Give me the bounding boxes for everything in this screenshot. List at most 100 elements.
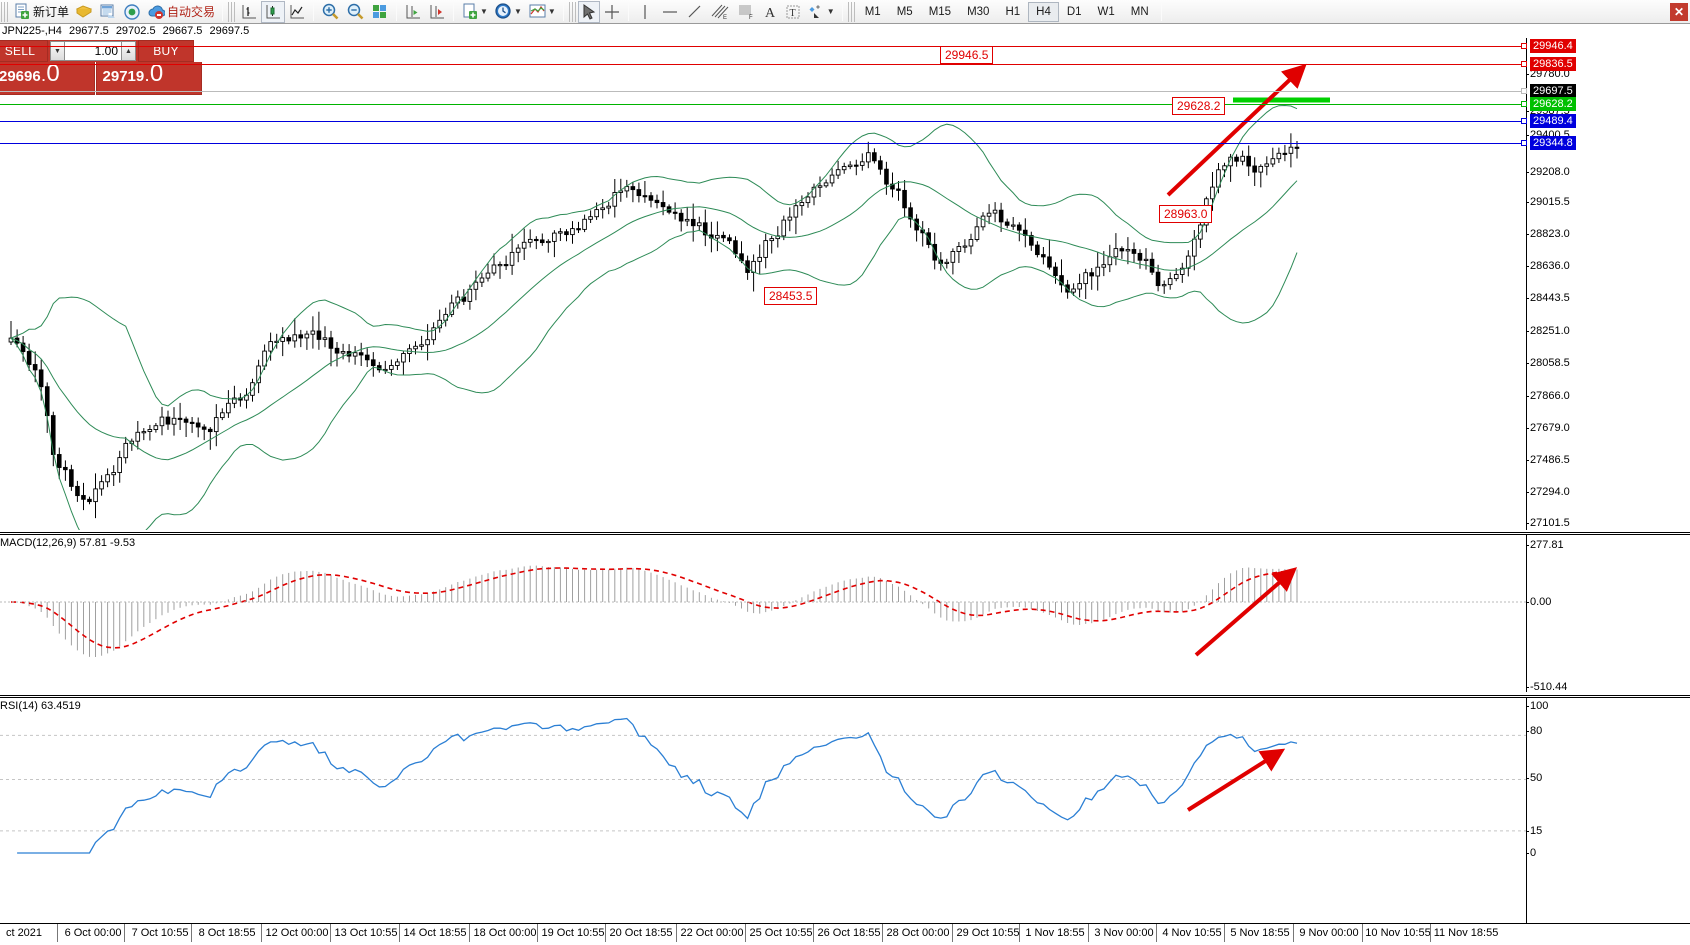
line-chart-icon[interactable]	[285, 1, 309, 23]
chart-annotation[interactable]: 28963.0	[1159, 205, 1213, 223]
timeframe-button-h1[interactable]: H1	[1005, 5, 1021, 18]
volume-decrease-button[interactable]: ▼	[50, 41, 65, 61]
new-order-button[interactable]: 新订单	[10, 1, 72, 23]
rsi-axis[interactable]: 100 80 50 15 0	[1525, 698, 1690, 923]
toolbar-grip-2[interactable]	[228, 1, 236, 22]
macd-pane[interactable]: MACD(12,26,9) 57.81 -9.53 277.81 0.00 -510…	[0, 532, 1690, 692]
rsi-tick: 100	[1525, 700, 1549, 712]
timeframe-button-m1[interactable]: M1	[864, 5, 881, 18]
buy-price-fraction: 0	[149, 60, 164, 87]
bar-chart-icon[interactable]	[237, 1, 261, 23]
timeframe-button-m15[interactable]: M15	[928, 5, 952, 18]
timeframe-button-h4[interactable]: H4	[1028, 1, 1059, 22]
add-indicator-icon[interactable]: ▼	[458, 1, 491, 23]
chevron-down-icon-3[interactable]: ▼	[547, 7, 556, 16]
chart-annotation[interactable]: 29628.2	[1172, 97, 1226, 115]
chevron-down-icon[interactable]: ▼	[480, 7, 488, 16]
price-label-blue[interactable]: 29489.4	[1530, 114, 1576, 128]
timeframe-button-d1[interactable]: D1	[1066, 5, 1082, 18]
volume-stepper[interactable]: ▼ 1.00 ▲	[48, 40, 138, 62]
market-watch-icon[interactable]	[72, 1, 96, 23]
level-line[interactable]	[0, 121, 1526, 122]
price-label-red[interactable]: 29836.5	[1530, 57, 1576, 71]
time-tick: 1 Nov 18:55	[1025, 927, 1085, 939]
chart-annotation[interactable]: 29946.5	[940, 46, 994, 64]
horizontal-line-icon[interactable]	[657, 1, 683, 23]
price-tick: 28058.5	[1526, 357, 1570, 369]
timeframe-button-mn[interactable]: MN	[1130, 5, 1149, 18]
chevron-down-icon-4[interactable]: ▼	[826, 7, 835, 16]
vertical-line-icon[interactable]	[633, 1, 657, 23]
buy-button[interactable]: BUY	[138, 40, 194, 62]
toolbar-divider-2	[313, 2, 315, 21]
chart-shift-icon[interactable]	[401, 1, 425, 23]
close-icon[interactable]: ✕	[1670, 2, 1688, 21]
sell-button[interactable]: SELL	[0, 40, 48, 62]
buy-price-display[interactable]: 29719 . 0	[95, 60, 202, 95]
price-label-green[interactable]: 29628.2	[1530, 97, 1576, 111]
level-line-handle[interactable]	[1521, 101, 1527, 107]
macd-axis-line	[1526, 535, 1527, 692]
toolbar-grip-3[interactable]	[568, 1, 576, 22]
equidistant-channel-icon[interactable]: E	[707, 1, 733, 23]
time-tick-divider	[1293, 924, 1294, 942]
text-label-icon[interactable]: T	[781, 1, 805, 23]
zoom-in-icon[interactable]	[318, 1, 343, 23]
arrows-icon[interactable]: ▼	[805, 1, 838, 23]
terminal-icon[interactable]: 自动交易	[144, 1, 218, 23]
price-label-blue[interactable]: 29344.8	[1530, 136, 1576, 150]
time-tick-divider	[1156, 924, 1157, 942]
price-label-red[interactable]: 29946.4	[1530, 39, 1576, 53]
level-line-handle[interactable]	[1521, 140, 1527, 146]
time-tick-divider	[191, 924, 192, 942]
chart-annotation[interactable]: 28453.5	[764, 287, 818, 305]
toolbar-grip[interactable]	[1, 1, 8, 22]
macd-axis[interactable]: 277.81 0.00 -510.44	[1525, 535, 1690, 692]
timeframe-button-w1[interactable]: W1	[1097, 5, 1115, 18]
price-chart-pane[interactable]: 29780.0 29587.5 29400.5 29208.0 29015.5 28823…	[0, 38, 1690, 530]
chevron-down-icon-2[interactable]: ▼	[513, 7, 522, 16]
sell-price-display[interactable]: 29696 . 0	[0, 62, 95, 95]
level-line[interactable]	[0, 104, 1526, 105]
level-line[interactable]	[0, 91, 1526, 92]
chart-low: 29667.5	[162, 25, 203, 37]
text-icon[interactable]: A	[759, 1, 781, 23]
auto-scroll-icon[interactable]	[425, 1, 449, 23]
cursor-icon[interactable]	[577, 0, 600, 23]
templates-icon[interactable]: ▼	[525, 1, 559, 23]
tile-windows-icon[interactable]	[368, 1, 392, 23]
period-clock-icon[interactable]: ▼	[491, 1, 525, 23]
time-axis[interactable]: ct 2021 6 Oct 00:00 7 Oct 10:55 8 Oct 18:55…	[0, 923, 1690, 945]
candlestick-chart-icon[interactable]	[261, 0, 286, 23]
buy-price-dot: .	[145, 69, 149, 84]
level-line-handle[interactable]	[1521, 61, 1527, 67]
toolbar-grip-4[interactable]	[847, 1, 855, 22]
fibonacci-icon[interactable]: F	[733, 1, 759, 23]
one-click-trading-panel[interactable]: SELL ▼ 1.00 ▲ BUY 29696 . 0 29719 . 0	[0, 40, 202, 95]
trendline-icon[interactable]	[683, 1, 707, 23]
crosshair-icon[interactable]	[600, 1, 624, 23]
level-line[interactable]	[0, 143, 1526, 144]
timeframe-button-m30[interactable]: M30	[967, 5, 990, 18]
navigator-icon[interactable]	[120, 1, 144, 23]
level-line-handle[interactable]	[1521, 118, 1527, 124]
level-line-handle[interactable]	[1521, 88, 1527, 94]
price-axis[interactable]: 29780.0 29587.5 29400.5 29208.0 29015.5 28823…	[1526, 38, 1690, 530]
price-tick: 27679.0	[1526, 422, 1570, 434]
toolbar-divider-3	[396, 2, 398, 21]
time-tick-divider	[882, 924, 883, 942]
volume-input[interactable]: 1.00	[65, 41, 121, 61]
level-line-handle[interactable]	[1521, 43, 1527, 49]
sell-price-main: 29696	[0, 68, 41, 85]
price-label-black[interactable]: 29697.5	[1530, 84, 1576, 98]
level-line[interactable]	[0, 64, 1526, 65]
time-tick-divider	[952, 924, 953, 942]
zoom-out-icon[interactable]	[343, 1, 368, 23]
level-line[interactable]	[0, 46, 1526, 47]
data-window-icon[interactable]	[96, 1, 120, 23]
time-tick: 9 Nov 00:00	[1299, 927, 1359, 939]
timeframe-button-m5[interactable]: M5	[896, 5, 913, 18]
rsi-pane[interactable]: RSI(14) 63.4519 100 80 50 15 0	[0, 695, 1690, 923]
volume-increase-button[interactable]: ▲	[121, 41, 136, 61]
macd-plot	[0, 565, 1526, 657]
